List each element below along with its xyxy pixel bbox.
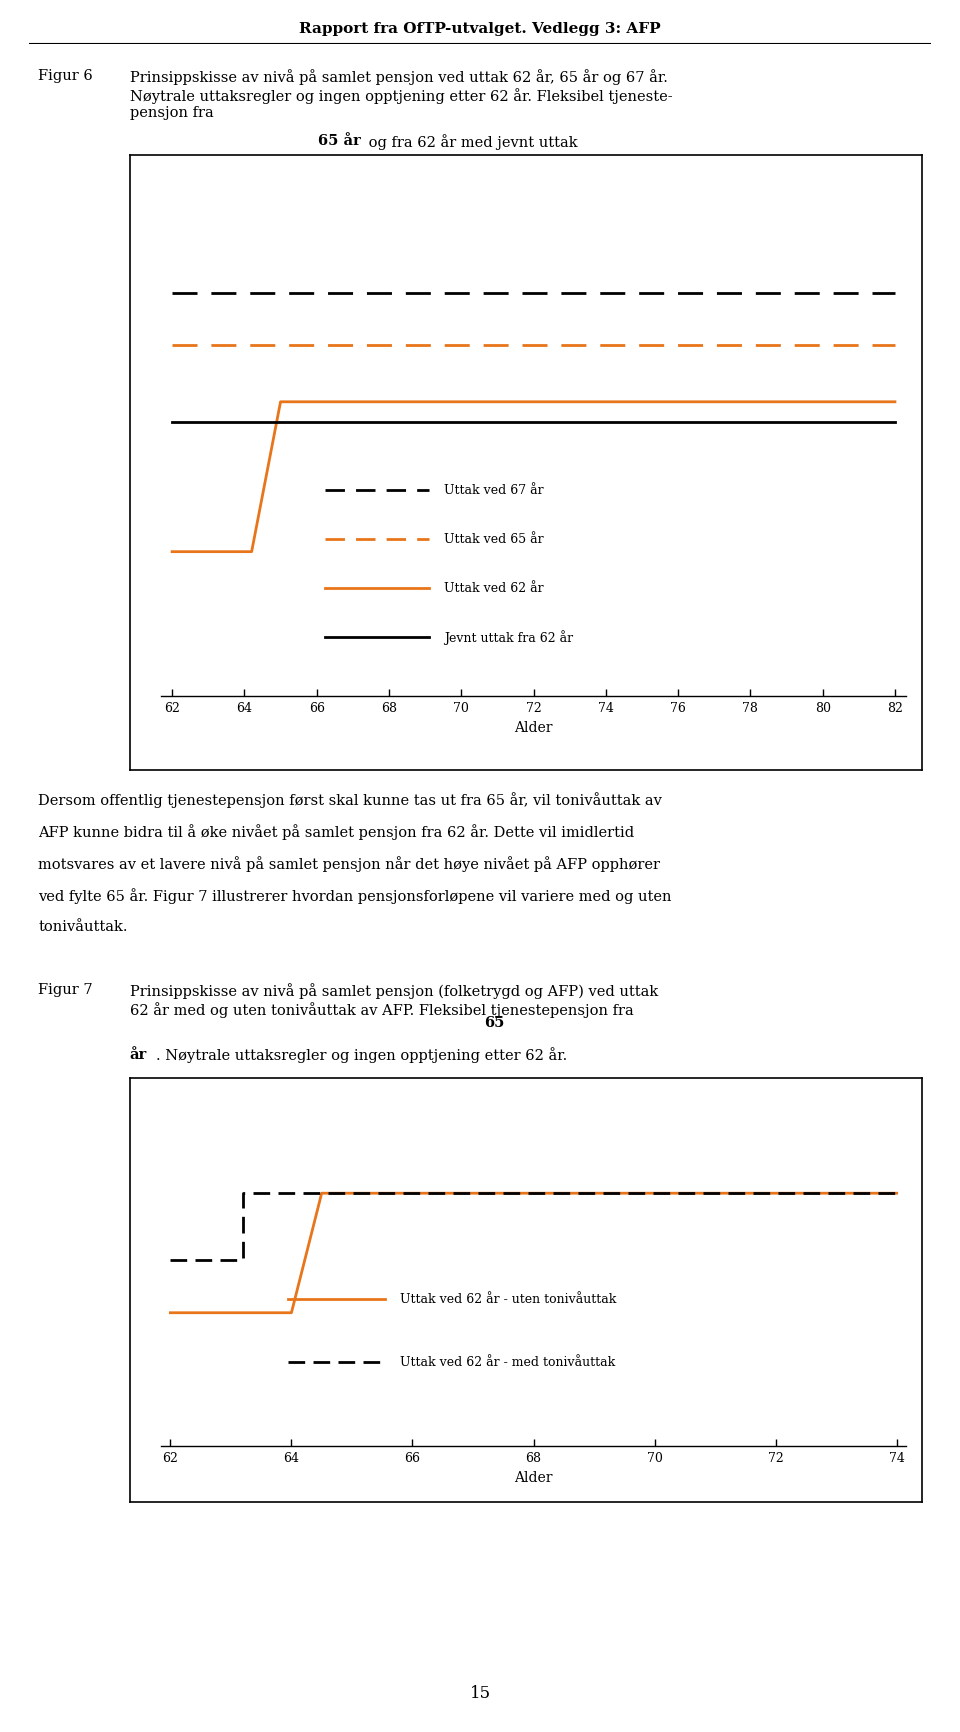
Text: 65 år: 65 år <box>318 135 361 149</box>
Text: og fra 62 år med jevnt uttak: og fra 62 år med jevnt uttak <box>364 135 578 151</box>
X-axis label: Alder: Alder <box>515 1470 553 1484</box>
Text: Uttak ved 62 år - med tonivåuttak: Uttak ved 62 år - med tonivåuttak <box>399 1356 614 1368</box>
Text: år: år <box>130 1046 147 1062</box>
Text: 65: 65 <box>484 1015 504 1029</box>
Text: 15: 15 <box>469 1684 491 1701</box>
Text: Dersom offentlig tjenestepensjon først skal kunne tas ut fra 65 år, vil tonivåut: Dersom offentlig tjenestepensjon først s… <box>38 792 662 807</box>
Text: ved fylte 65 år. Figur 7 illustrerer hvordan pensjonsforløpene vil variere med o: ved fylte 65 år. Figur 7 illustrerer hvo… <box>38 887 672 904</box>
X-axis label: Alder: Alder <box>515 721 553 734</box>
Text: Jevnt uttak fra 62 år: Jevnt uttak fra 62 år <box>444 630 573 644</box>
Text: Uttak ved 62 år: Uttak ved 62 år <box>444 582 543 596</box>
Text: Figur 7: Figur 7 <box>38 984 93 998</box>
Text: Uttak ved 67 år: Uttak ved 67 år <box>444 483 543 497</box>
Text: Rapport fra OfTP-utvalget. Vedlegg 3: AFP: Rapport fra OfTP-utvalget. Vedlegg 3: AF… <box>300 21 660 36</box>
Text: Uttak ved 62 år - uten tonivåuttak: Uttak ved 62 år - uten tonivåuttak <box>399 1292 616 1306</box>
Text: Prinsippskisse av nivå på samlet pensjon (folketrygd og AFP) ved uttak
62 år med: Prinsippskisse av nivå på samlet pensjon… <box>130 984 658 1017</box>
Text: tonivåuttak.: tonivåuttak. <box>38 920 128 934</box>
Text: . Nøytrale uttaksregler og ingen opptjening etter 62 år.: . Nøytrale uttaksregler og ingen opptjen… <box>156 1046 567 1063</box>
Text: Prinsippskisse av nivå på samlet pensjon ved uttak 62 år, 65 år og 67 år.
Nøytra: Prinsippskisse av nivå på samlet pensjon… <box>130 69 672 120</box>
Text: AFP kunne bidra til å øke nivået på samlet pensjon fra 62 år. Dette vil imidlert: AFP kunne bidra til å øke nivået på saml… <box>38 823 635 840</box>
Text: motsvares av et lavere nivå på samlet pensjon når det høye nivået på AFP opphøre: motsvares av et lavere nivå på samlet pe… <box>38 856 660 871</box>
Text: Uttak ved 65 år: Uttak ved 65 år <box>444 533 543 546</box>
Text: Figur 6: Figur 6 <box>38 69 93 83</box>
